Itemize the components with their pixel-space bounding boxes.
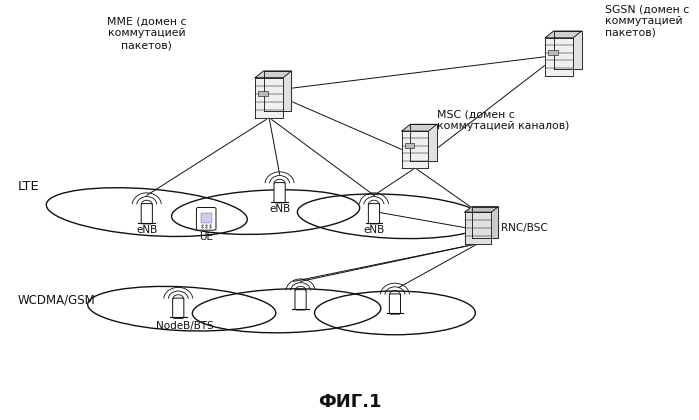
Polygon shape xyxy=(472,207,498,238)
FancyBboxPatch shape xyxy=(141,204,152,224)
Text: ФИГ.1: ФИГ.1 xyxy=(318,393,381,411)
Polygon shape xyxy=(255,71,291,78)
Bar xyxy=(405,143,414,148)
Polygon shape xyxy=(465,207,498,212)
Polygon shape xyxy=(402,131,428,168)
Text: eNB: eNB xyxy=(363,225,384,235)
Polygon shape xyxy=(465,212,491,244)
Polygon shape xyxy=(410,124,437,161)
Bar xyxy=(201,213,212,223)
Text: RNC/BSC: RNC/BSC xyxy=(501,223,548,233)
Bar xyxy=(548,50,558,55)
Text: eNB: eNB xyxy=(136,225,157,235)
FancyBboxPatch shape xyxy=(173,298,184,318)
FancyBboxPatch shape xyxy=(196,207,216,230)
Polygon shape xyxy=(545,31,582,38)
Text: WCDMA/GSM: WCDMA/GSM xyxy=(17,294,95,307)
Polygon shape xyxy=(255,78,283,118)
Text: LTE: LTE xyxy=(17,181,39,193)
Polygon shape xyxy=(264,71,291,111)
Polygon shape xyxy=(402,124,437,131)
Text: eNB: eNB xyxy=(269,204,290,214)
Text: NodeB/BTS: NodeB/BTS xyxy=(157,321,214,331)
FancyBboxPatch shape xyxy=(368,204,380,224)
Polygon shape xyxy=(545,38,573,76)
Text: MME (домен с
коммутацией
пакетов): MME (домен с коммутацией пакетов) xyxy=(107,17,187,50)
Text: UE: UE xyxy=(199,232,213,242)
Bar xyxy=(258,91,268,96)
Text: MSC (домен с
коммутацией каналов): MSC (домен с коммутацией каналов) xyxy=(437,109,569,131)
FancyBboxPatch shape xyxy=(295,290,306,310)
Text: SGSN (домен с
коммутацией
пакетов): SGSN (домен с коммутацией пакетов) xyxy=(605,4,689,37)
FancyBboxPatch shape xyxy=(274,183,285,203)
FancyBboxPatch shape xyxy=(389,294,401,314)
Polygon shape xyxy=(554,31,582,69)
